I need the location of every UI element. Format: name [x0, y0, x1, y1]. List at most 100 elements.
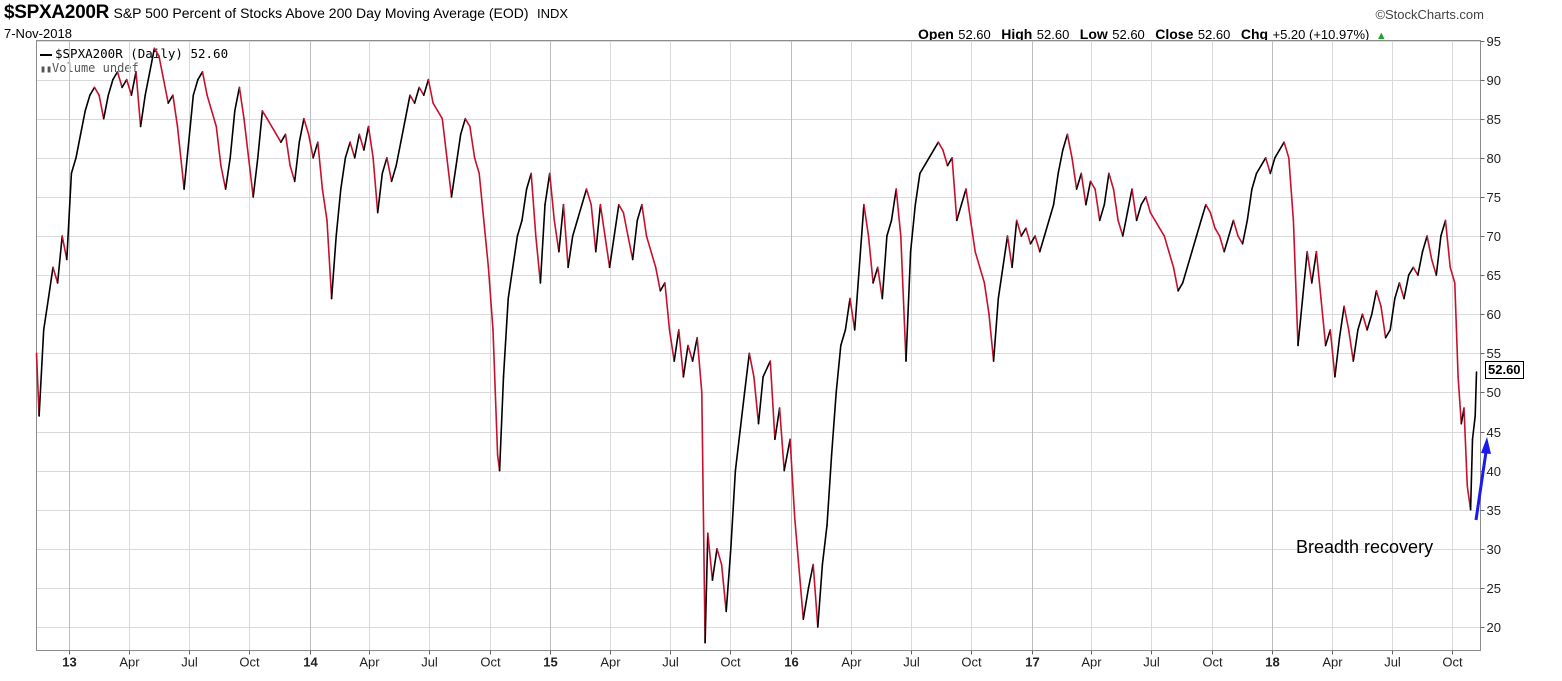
series-segment [1347, 329, 1355, 362]
open-label: Open [918, 26, 954, 42]
series-segment [386, 157, 393, 183]
series-segment [1089, 180, 1096, 190]
series-segment [1172, 266, 1179, 292]
y-tick-label: 35 [1487, 503, 1501, 518]
series-segment [1209, 211, 1216, 229]
series-segment [1371, 289, 1378, 316]
series-segment [1398, 282, 1405, 300]
series-segment [1264, 157, 1272, 175]
series-segment [418, 86, 425, 96]
y-tick-label: 70 [1487, 229, 1501, 244]
series-segment [139, 94, 146, 128]
series-segment [816, 563, 824, 628]
series-segment [919, 164, 926, 175]
series-segment [1426, 235, 1433, 261]
series-segment [35, 352, 40, 417]
x-tick-label: Apr [119, 655, 140, 670]
y-tick-label: 30 [1487, 542, 1501, 557]
series-segment [1375, 289, 1382, 308]
series-segment [256, 110, 264, 159]
series-segment [1186, 250, 1193, 269]
y-tick-label: 95 [1487, 34, 1501, 49]
series-segment [1228, 219, 1235, 237]
x-tick-label: Jul [662, 655, 679, 670]
series-segment [344, 141, 351, 159]
series-segment [622, 211, 629, 237]
series-segment [312, 141, 319, 159]
series-segment [1338, 305, 1345, 339]
series-segment [112, 71, 119, 81]
series-segment [492, 329, 499, 456]
series-segment [909, 203, 917, 253]
series-segment [1320, 297, 1327, 347]
up-arrow-icon: ▲ [1375, 30, 1387, 42]
series-segment [187, 94, 195, 143]
series-segment [450, 164, 457, 198]
series-segment [280, 133, 287, 143]
series-segment [298, 117, 305, 143]
x-tick-label: Apr [841, 655, 862, 670]
series-segment [234, 86, 241, 112]
x-tick-label: Apr [600, 655, 621, 670]
y-tick-label: 90 [1487, 73, 1501, 88]
series-segment [1048, 203, 1055, 222]
series-segment [613, 203, 620, 237]
series-segment [1403, 274, 1410, 300]
series-segment [965, 188, 972, 222]
y-tick-label: 45 [1487, 425, 1501, 440]
series-segment [826, 454, 833, 527]
series-segment [955, 203, 963, 222]
series-segment [1444, 219, 1451, 269]
plot-border [36, 40, 1481, 651]
series-segment [502, 297, 510, 378]
series-segment [530, 172, 537, 237]
series-segment [1329, 329, 1336, 378]
series-segment [1311, 250, 1318, 284]
series-segment [553, 219, 560, 253]
series-segment [206, 94, 213, 112]
price-series [35, 47, 1478, 644]
series-segment [1011, 219, 1018, 269]
last-value-tag: 52.60 [1485, 361, 1524, 379]
series-segment [42, 297, 50, 331]
series-segment [807, 563, 815, 589]
stockcharts-watermark: ©StockCharts.com [1375, 7, 1484, 22]
series-segment [1246, 188, 1253, 222]
series-segment [1205, 203, 1212, 214]
y-tick-label: 80 [1487, 151, 1501, 166]
y-tick-label: 65 [1487, 268, 1501, 283]
series-segment [326, 219, 333, 300]
annotation-text: Breadth recovery [1296, 537, 1434, 557]
series-segment [1412, 266, 1419, 276]
series-segment [525, 172, 533, 190]
series-segment [711, 547, 718, 581]
low-label: Low [1079, 26, 1108, 42]
chg-value: +5.20 (+10.97%) [1272, 27, 1370, 42]
series-segment [1283, 141, 1290, 159]
series-segment [275, 133, 282, 143]
series-segment [1237, 235, 1244, 245]
series-segment [720, 563, 728, 613]
series-segment [261, 110, 268, 120]
series-segment [459, 117, 467, 136]
series-segment [881, 235, 888, 300]
series-segment [144, 71, 151, 96]
series-segment [153, 47, 160, 57]
series-segment [162, 78, 169, 104]
series-segment [890, 188, 898, 222]
series-segment [125, 78, 133, 96]
series-segment [176, 125, 185, 190]
series-segment [289, 164, 296, 183]
series-segment [516, 219, 523, 237]
series-segment [960, 188, 967, 206]
series-segment [1168, 250, 1175, 269]
series-segment [238, 86, 245, 120]
series-segment [617, 203, 625, 214]
series-segment [867, 235, 874, 284]
series-segment [84, 94, 91, 112]
series-segment [47, 266, 54, 300]
series-segment [1384, 329, 1391, 339]
series-segment [558, 203, 565, 253]
series-segment [706, 532, 714, 581]
series-segment [1020, 227, 1027, 237]
